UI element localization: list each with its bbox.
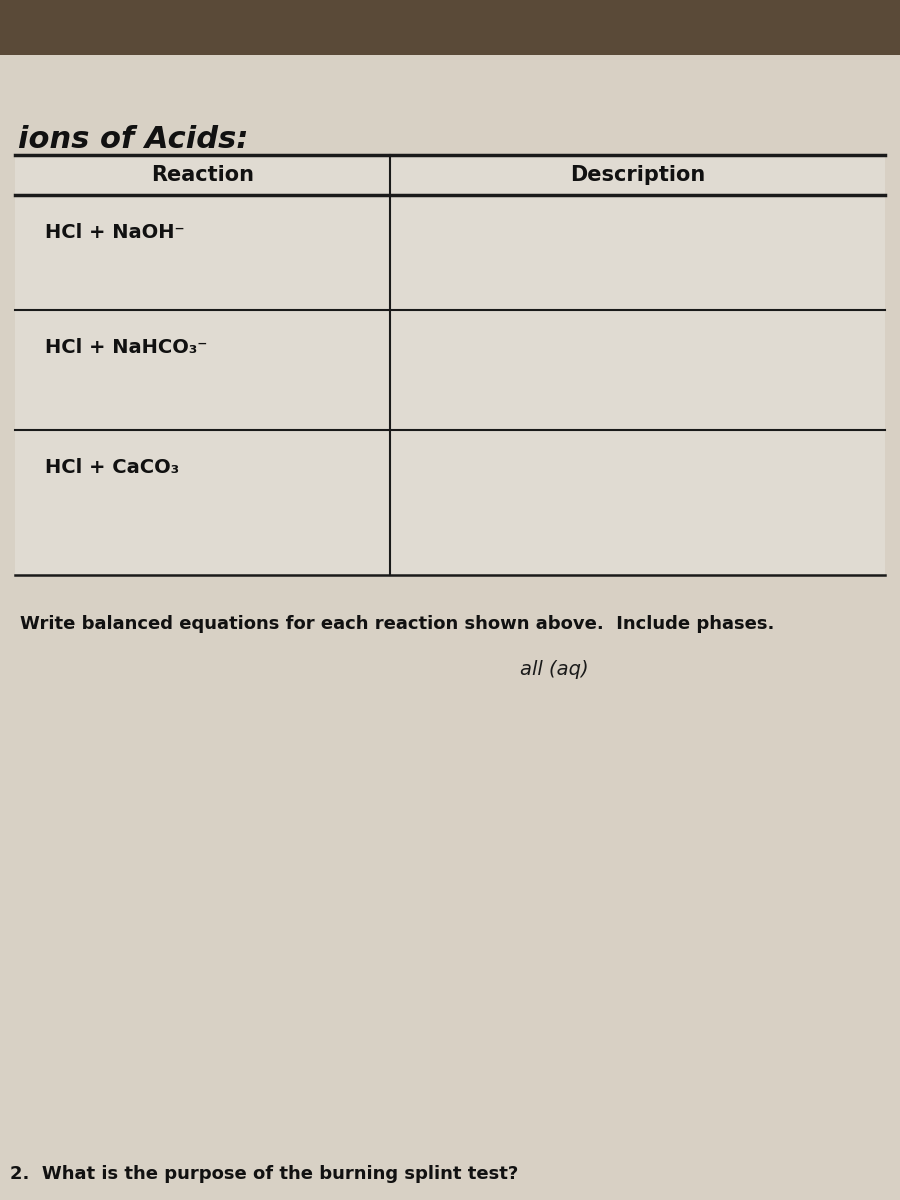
Bar — [0, 55, 430, 1200]
Bar — [15, 155, 885, 575]
Text: ions of Acids:: ions of Acids: — [18, 125, 248, 154]
Text: all (aq): all (aq) — [520, 660, 589, 679]
Text: HCl + CaCO₃: HCl + CaCO₃ — [45, 458, 179, 476]
Text: HCl + NaHCO₃⁻: HCl + NaHCO₃⁻ — [45, 338, 207, 358]
Text: 2.  What is the purpose of the burning splint test?: 2. What is the purpose of the burning sp… — [10, 1165, 518, 1183]
Text: Write balanced equations for each reaction shown above.  Include phases.: Write balanced equations for each reacti… — [20, 614, 774, 634]
Text: Reaction: Reaction — [151, 164, 254, 185]
Text: Description: Description — [570, 164, 705, 185]
Text: HCl + NaOH⁻: HCl + NaOH⁻ — [45, 223, 184, 242]
Bar — [0, 0, 900, 60]
